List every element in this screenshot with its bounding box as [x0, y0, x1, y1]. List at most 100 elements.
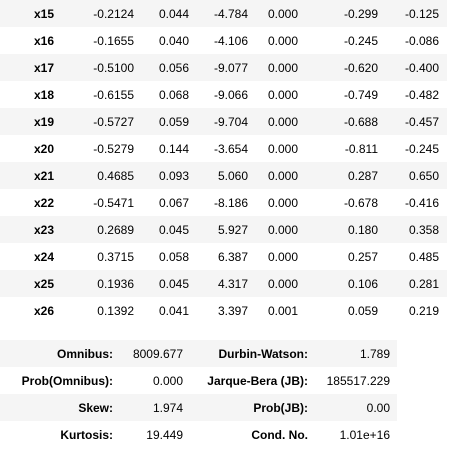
diagnostics-row: Omnibus: 8009.677 Durbin-Watson: 1.789	[0, 340, 397, 367]
std-err-value: 0.058	[158, 249, 189, 264]
std-err-value: 0.144	[158, 141, 189, 156]
std-err-value: 0.093	[158, 168, 189, 183]
prob-jb-value: 0.00	[366, 400, 390, 415]
coef-value: -0.6155	[93, 87, 134, 102]
ci-low-value: 0.257	[347, 249, 378, 264]
ci-high-value: 0.358	[408, 222, 439, 237]
variable-name: x22	[33, 195, 54, 210]
coef-value: -0.1655	[93, 33, 134, 48]
kurtosis-value: 19.449	[146, 427, 183, 442]
std-err-value: 0.056	[158, 60, 189, 75]
ci-low-value: -0.299	[343, 6, 378, 21]
coef-value: -0.5471	[93, 195, 134, 210]
t-value: -3.654	[213, 141, 248, 156]
coef-value: -0.5727	[93, 114, 134, 129]
ci-high-value: 0.219	[408, 303, 439, 318]
ci-low-value: -0.688	[343, 114, 378, 129]
cond-no-label: Cond. No.	[251, 427, 308, 442]
ci-high-value: -0.457	[404, 114, 439, 129]
durbin-watson-value: 1.789	[359, 346, 390, 361]
t-value: 4.317	[217, 276, 248, 291]
cond-no-value: 1.01e+16	[339, 427, 390, 442]
coef-row-x21: x21 0.4685 0.093 5.060 0.000 0.287 0.650	[0, 162, 447, 189]
t-value: -9.704	[213, 114, 248, 129]
coef-row-x25: x25 0.1936 0.045 4.317 0.000 0.106 0.281	[0, 270, 447, 297]
variable-name: x16	[33, 33, 54, 48]
p-value: 0.000	[267, 114, 298, 129]
variable-name: x17	[33, 60, 54, 75]
t-value: 6.387	[217, 249, 248, 264]
variable-name: x21	[33, 168, 54, 183]
t-value: 3.397	[217, 303, 248, 318]
variable-name: x25	[33, 276, 54, 291]
std-err-value: 0.040	[158, 33, 189, 48]
diagnostics-body: Omnibus: 8009.677 Durbin-Watson: 1.789 P…	[0, 340, 397, 448]
ci-high-value: 0.650	[408, 168, 439, 183]
p-value: 0.001	[267, 303, 298, 318]
jarque-bera-label: Jarque-Bera (JB):	[207, 373, 308, 388]
durbin-watson-label: Durbin-Watson:	[218, 346, 308, 361]
diagnostics-row: Skew: 1.974 Prob(JB): 0.00	[0, 394, 397, 421]
coef-value: -0.5100	[93, 60, 134, 75]
prob-jb-label: Prob(JB):	[253, 400, 308, 415]
diagnostics-row: Kurtosis: 19.449 Cond. No. 1.01e+16	[0, 421, 397, 448]
coef-value: 0.1936	[97, 276, 134, 291]
ci-high-value: 0.281	[408, 276, 439, 291]
variable-name: x18	[33, 87, 54, 102]
p-value: 0.000	[267, 6, 298, 21]
p-value: 0.000	[267, 60, 298, 75]
ci-high-value: -0.086	[404, 33, 439, 48]
omnibus-label: Omnibus:	[57, 346, 113, 361]
skew-label: Skew:	[78, 400, 113, 415]
ci-low-value: 0.180	[347, 222, 378, 237]
coef-value: -0.5279	[93, 141, 134, 156]
ci-high-value: 0.485	[408, 249, 439, 264]
diagnostics-row: Prob(Omnibus): 0.000 Jarque-Bera (JB): 1…	[0, 367, 397, 394]
ci-low-value: -0.678	[343, 195, 378, 210]
coefficients-table: x15 -0.2124 0.044 -4.784 0.000 -0.299 -0…	[0, 0, 447, 324]
coef-row-x26: x26 0.1392 0.041 3.397 0.001 0.059 0.219	[0, 297, 447, 324]
ci-low-value: 0.059	[347, 303, 378, 318]
ci-low-value: -0.620	[343, 60, 378, 75]
t-value: -9.077	[213, 60, 248, 75]
ci-high-value: -0.416	[404, 195, 439, 210]
coef-row-x17: x17 -0.5100 0.056 -9.077 0.000 -0.620 -0…	[0, 54, 447, 81]
t-value: -4.784	[213, 6, 248, 21]
t-value: -4.106	[213, 33, 248, 48]
variable-name: x15	[33, 6, 54, 21]
std-err-value: 0.068	[158, 87, 189, 102]
variable-name: x19	[33, 114, 54, 129]
variable-name: x20	[33, 141, 54, 156]
coef-row-x15: x15 -0.2124 0.044 -4.784 0.000 -0.299 -0…	[0, 0, 447, 27]
p-value: 0.000	[267, 141, 298, 156]
coef-row-x22: x22 -0.5471 0.067 -8.186 0.000 -0.678 -0…	[0, 189, 447, 216]
omnibus-value: 8009.677	[132, 346, 183, 361]
ci-high-value: -0.400	[404, 60, 439, 75]
ci-low-value: -0.811	[344, 141, 378, 156]
std-err-value: 0.059	[158, 114, 189, 129]
coef-row-x24: x24 0.3715 0.058 6.387 0.000 0.257 0.485	[0, 243, 447, 270]
p-value: 0.000	[267, 249, 298, 264]
ci-high-value: -0.482	[404, 87, 439, 102]
t-value: 5.927	[217, 222, 248, 237]
skew-value: 1.974	[152, 400, 183, 415]
std-err-value: 0.045	[158, 276, 189, 291]
std-err-value: 0.044	[158, 6, 189, 21]
p-value: 0.000	[267, 168, 298, 183]
coefficients-body: x15 -0.2124 0.044 -4.784 0.000 -0.299 -0…	[0, 0, 447, 324]
t-value: 5.060	[217, 168, 248, 183]
p-value: 0.000	[267, 276, 298, 291]
jarque-bera-value: 185517.229	[326, 373, 390, 388]
coef-row-x16: x16 -0.1655 0.040 -4.106 0.000 -0.245 -0…	[0, 27, 447, 54]
coef-row-x18: x18 -0.6155 0.068 -9.066 0.000 -0.749 -0…	[0, 81, 447, 108]
coef-row-x23: x23 0.2689 0.045 5.927 0.000 0.180 0.358	[0, 216, 447, 243]
coef-value: 0.2689	[97, 222, 134, 237]
ci-low-value: 0.287	[347, 168, 378, 183]
coef-value: -0.2124	[93, 6, 134, 21]
std-err-value: 0.045	[158, 222, 189, 237]
coef-value: 0.4685	[97, 168, 134, 183]
t-value: -8.186	[213, 195, 248, 210]
variable-name: x26	[33, 303, 54, 318]
prob-omnibus-value: 0.000	[152, 373, 183, 388]
ci-low-value: 0.106	[347, 276, 378, 291]
